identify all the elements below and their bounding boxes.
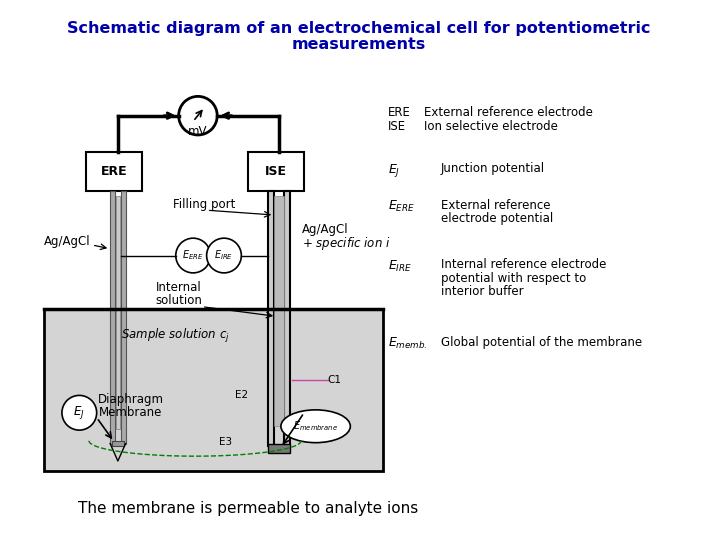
Text: ERE: ERE	[388, 106, 411, 119]
Text: $E_J$: $E_J$	[73, 404, 85, 421]
Text: Junction potential: Junction potential	[441, 162, 545, 175]
Text: + specific ion $i$: + specific ion $i$	[302, 235, 391, 253]
Text: Sample solution $c_j$: Sample solution $c_j$	[122, 327, 230, 345]
Bar	[112, 441, 124, 446]
Bar	[86, 152, 142, 191]
Text: Ion selective electrode: Ion selective electrode	[423, 119, 557, 132]
Text: $E_{ERE}$: $E_{ERE}$	[182, 248, 204, 262]
Text: Schematic diagram of an electrochemical cell for potentiometric: Schematic diagram of an electrochemical …	[67, 21, 651, 36]
Text: Membrane: Membrane	[99, 406, 162, 419]
Bar	[121, 191, 125, 444]
Bar	[116, 195, 120, 429]
Text: Ag/AgCl: Ag/AgCl	[44, 234, 90, 247]
Text: Internal reference electrode: Internal reference electrode	[441, 259, 606, 272]
Text: interior buffer: interior buffer	[441, 286, 523, 299]
Text: Global potential of the membrane: Global potential of the membrane	[441, 335, 642, 349]
Text: $E_J$: $E_J$	[388, 162, 400, 179]
Circle shape	[179, 96, 217, 135]
Text: $E_{ERE}$: $E_{ERE}$	[388, 199, 415, 214]
Ellipse shape	[281, 410, 351, 443]
Text: electrode potential: electrode potential	[441, 212, 553, 225]
Bar	[248, 152, 304, 191]
Bar	[269, 191, 274, 446]
Bar	[44, 308, 383, 471]
Text: External reference electrode: External reference electrode	[423, 106, 593, 119]
Text: E3: E3	[219, 437, 233, 447]
Circle shape	[207, 238, 241, 273]
Text: $E_{IRE}$: $E_{IRE}$	[215, 248, 233, 262]
Bar	[45, 246, 381, 308]
Text: $E_{membrane}$: $E_{membrane}$	[293, 420, 338, 433]
Circle shape	[176, 238, 210, 273]
Text: ISE: ISE	[388, 119, 406, 132]
Text: ISE: ISE	[265, 165, 287, 178]
Bar	[269, 444, 289, 453]
Text: measurements: measurements	[292, 37, 426, 52]
Text: mV: mV	[188, 125, 207, 138]
Text: $E_{IRE}$: $E_{IRE}$	[388, 259, 412, 274]
Circle shape	[62, 395, 96, 430]
Text: Internal: Internal	[156, 281, 202, 294]
Text: solution: solution	[156, 294, 202, 307]
Text: Ag/AgCl: Ag/AgCl	[302, 223, 348, 236]
Text: Filling port: Filling port	[173, 198, 235, 211]
Text: Diaphragm: Diaphragm	[97, 393, 163, 406]
Text: C1: C1	[327, 375, 341, 385]
Text: $E_{memb.}$: $E_{memb.}$	[388, 335, 428, 350]
Bar	[284, 191, 289, 446]
Text: potential with respect to: potential with respect to	[441, 272, 586, 285]
Bar	[110, 191, 115, 444]
Text: The membrane is permeable to analyte ions: The membrane is permeable to analyte ion…	[78, 502, 418, 516]
Text: External reference: External reference	[441, 199, 551, 212]
Bar	[274, 195, 284, 426]
Text: E2: E2	[235, 390, 248, 400]
Text: ERE: ERE	[101, 165, 127, 178]
